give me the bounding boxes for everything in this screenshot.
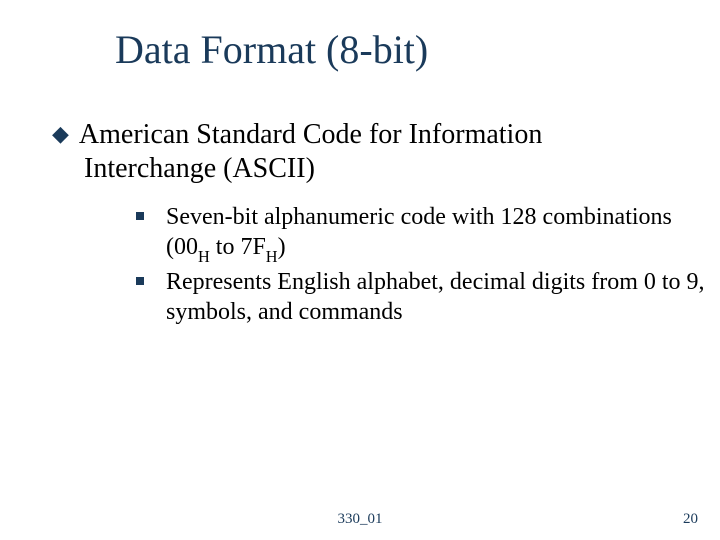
square-bullet-icon bbox=[136, 277, 144, 285]
bullet-level2-item: Seven-bit alphanumeric code with 128 com… bbox=[136, 202, 720, 265]
footer-page-number: 20 bbox=[683, 511, 698, 528]
level2-item2-text: Represents English alphabet, decimal dig… bbox=[166, 269, 705, 325]
level1-line1: American Standard Code for Information bbox=[79, 119, 542, 150]
diamond-bullet-icon: ◆ bbox=[52, 121, 69, 148]
square-bullet-icon bbox=[136, 212, 144, 220]
bullet-level2-group: Seven-bit alphanumeric code with 128 com… bbox=[136, 202, 720, 329]
slide-title: Data Format (8-bit) bbox=[115, 26, 428, 73]
text-fragment: to 7F bbox=[210, 234, 266, 260]
subscript: H bbox=[198, 247, 210, 266]
level1-line2: Interchange (ASCII) bbox=[84, 152, 542, 186]
footer-center: 330_01 bbox=[0, 511, 720, 528]
level2-item1-text: Seven-bit alphanumeric code with 128 com… bbox=[166, 204, 672, 260]
text-fragment: ) bbox=[278, 234, 286, 260]
bullet-level2-item: Represents English alphabet, decimal dig… bbox=[136, 267, 720, 327]
subscript: H bbox=[266, 247, 278, 266]
bullet-level1: ◆American Standard Code for Information … bbox=[52, 118, 542, 186]
